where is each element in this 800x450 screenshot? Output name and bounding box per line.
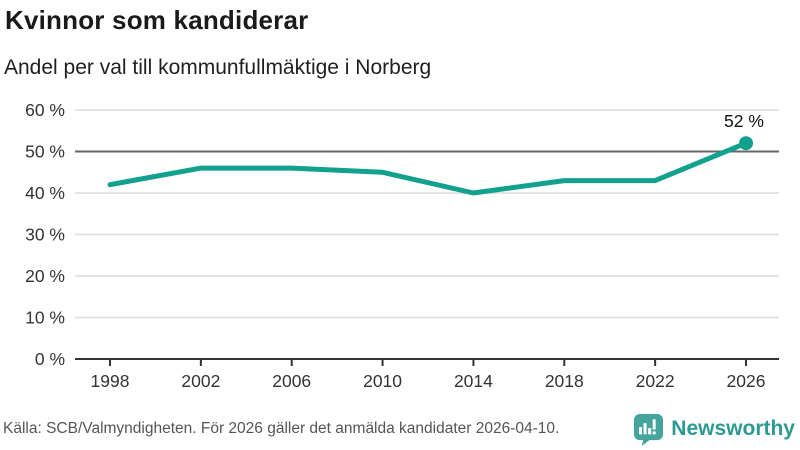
bar-chart-glyph [639,418,656,434]
x-axis-label: 2026 [727,371,766,391]
chart-subtitle: Andel per val till kommunfullmäktige i N… [4,56,432,79]
x-axis-label: 2006 [272,371,311,391]
footer: Källa: SCB/Valmyndigheten. För 2026 gäll… [3,413,795,446]
last-point-label: 52 % [724,111,764,131]
x-axis-label: 2014 [454,371,493,391]
y-axis-label: 30 % [25,225,65,245]
y-axis-label: 20 % [25,266,65,286]
x-axis-label: 2010 [363,371,402,391]
x-axis-label: 2022 [636,371,675,391]
brand-name: Newsworthy [671,417,795,440]
y-axis-label: 0 % [35,349,65,369]
data-line [107,140,749,196]
x-axis-label: 2002 [181,371,220,391]
newsworthy-logo-icon [634,413,664,446]
last-data-point [739,136,753,151]
line-chart: 0 % 10 % 20 % 30 % 40 % 50 % 60 % 1998 2002 2006 2… [25,100,779,391]
y-axis-label: 10 % [25,308,65,328]
source-note: Källa: SCB/Valmyndigheten. För 2026 gäll… [3,420,560,437]
x-axis-label: 1998 [91,371,130,391]
x-axis-label: 2018 [545,371,584,391]
y-axis-label: 50 % [25,142,65,162]
y-axis-label: 60 % [25,100,65,120]
brand: Newsworthy [633,413,795,446]
y-axis-label: 40 % [25,183,65,203]
chart-title: Kvinnor som kandiderar [5,5,309,35]
